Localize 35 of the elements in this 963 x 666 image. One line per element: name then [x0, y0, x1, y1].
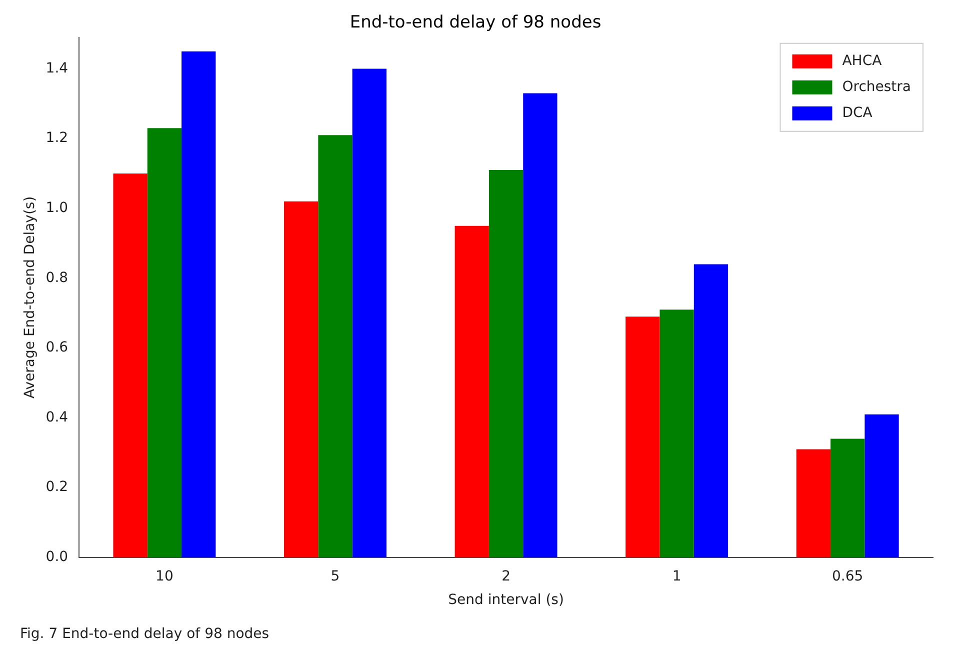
y-axis-title: Average End-to-end Delay(s)	[22, 196, 38, 398]
y-tick-label: 0.4	[46, 409, 68, 426]
chart-title: End-to-end delay of 98 nodes	[350, 12, 602, 33]
caption: Fig. 7 End-to-end delay of 98 nodes	[19, 625, 270, 644]
y-tick-label: 1.2	[46, 130, 68, 146]
bar	[660, 310, 694, 558]
legend-label: Orchestra	[842, 79, 912, 96]
bar	[796, 449, 831, 558]
bar	[694, 264, 728, 558]
legend-label: DCA	[842, 105, 873, 122]
x-tick-label: 5	[330, 568, 340, 584]
legend-label: AHCA	[842, 53, 882, 70]
y-tick-label: 0.6	[46, 340, 68, 356]
x-tick-label: 0.65	[832, 568, 864, 584]
y-tick-label: 0.8	[46, 270, 68, 286]
bar	[113, 174, 148, 558]
y-tick-label: 0.2	[46, 479, 68, 496]
x-axis-title: Send interval (s)	[448, 592, 564, 608]
bar	[318, 135, 352, 558]
bar	[454, 226, 489, 558]
bar	[182, 51, 216, 558]
x-tick-label: 10	[156, 568, 174, 584]
x-tick-label: 2	[502, 568, 510, 584]
x-tick-label: 1	[672, 568, 682, 584]
bar	[352, 68, 386, 558]
y-tick-label: 1.4	[46, 60, 68, 76]
bar	[830, 438, 865, 558]
bar	[147, 128, 182, 558]
bar	[488, 170, 524, 558]
bar	[523, 93, 558, 558]
y-tick-label: 0.0	[46, 549, 68, 566]
bar	[864, 414, 899, 558]
bar	[626, 316, 660, 558]
bar	[284, 201, 318, 558]
y-tick-label: 1.0	[46, 200, 68, 216]
